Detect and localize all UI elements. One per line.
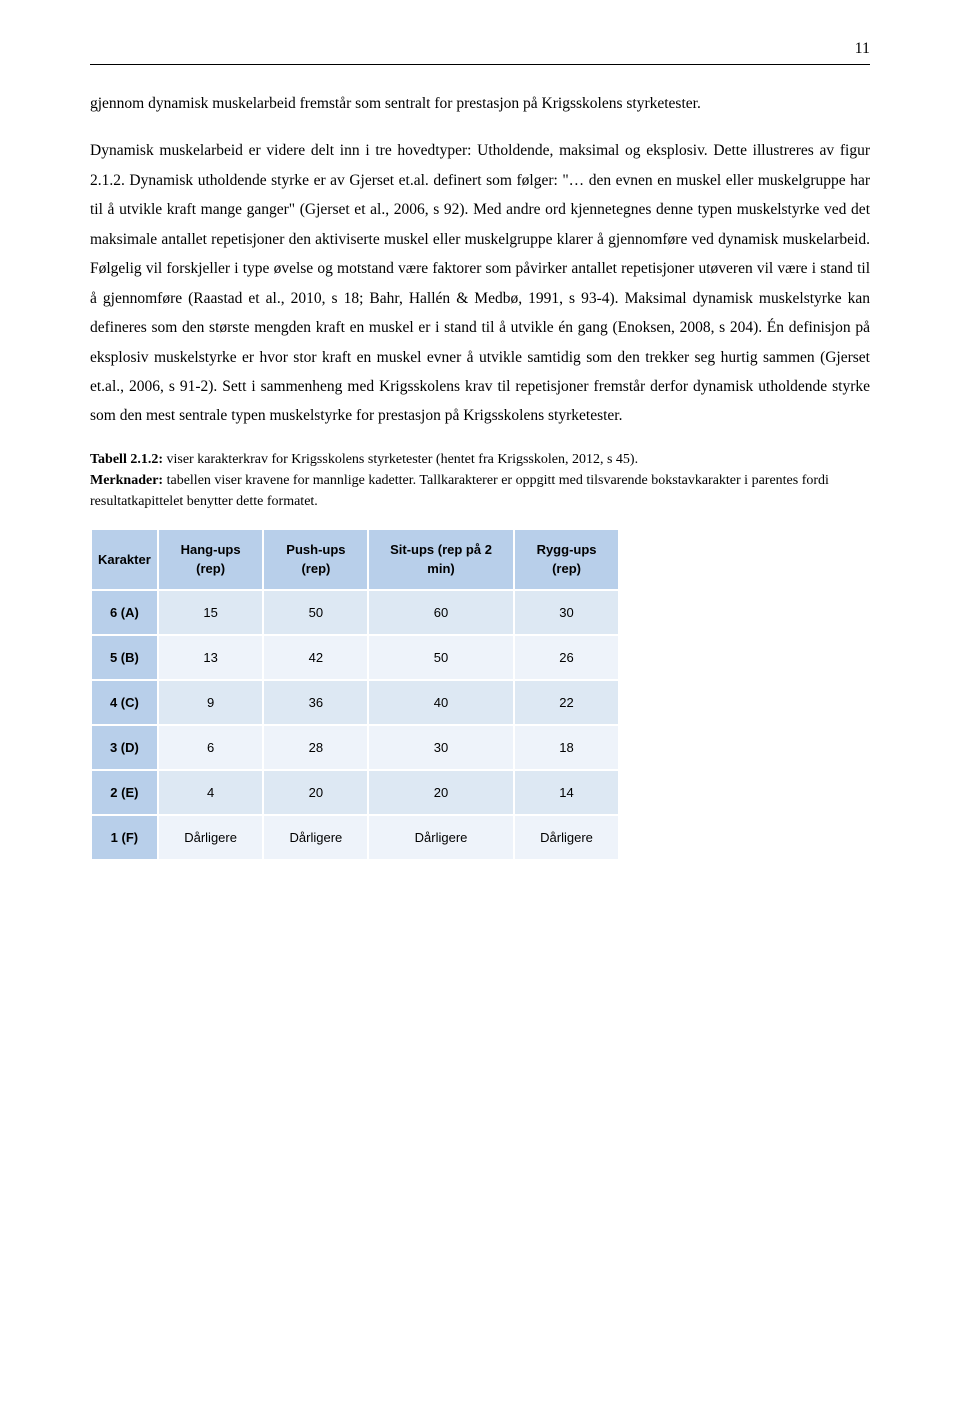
table-header-row: Karakter Hang-ups (rep) Push-ups (rep) S… <box>91 529 619 590</box>
caption-note-rest: tabellen viser kravene for mannlige kade… <box>90 473 829 509</box>
col-header-pushups: Push-ups (rep) <box>263 529 368 590</box>
cell-value: 50 <box>263 590 368 635</box>
cell-value: 30 <box>514 590 620 635</box>
cell-grade: 3 (D) <box>91 725 158 770</box>
cell-value: 6 <box>158 725 264 770</box>
cell-value: Dårligere <box>158 815 264 860</box>
cell-grade: 4 (C) <box>91 680 158 725</box>
requirements-table: Karakter Hang-ups (rep) Push-ups (rep) S… <box>90 528 620 861</box>
cell-value: Dårligere <box>368 815 513 860</box>
caption-title-rest: viser karakterkrav for Krigsskolens styr… <box>163 452 638 467</box>
page-number: 11 <box>90 40 870 58</box>
col-header-hangups: Hang-ups (rep) <box>158 529 264 590</box>
cell-value: 22 <box>514 680 620 725</box>
cell-value: 15 <box>158 590 264 635</box>
cell-value: 40 <box>368 680 513 725</box>
cell-value: 18 <box>514 725 620 770</box>
cell-value: 13 <box>158 635 264 680</box>
cell-value: 9 <box>158 680 264 725</box>
col-header-situps: Sit-ups (rep på 2 min) <box>368 529 513 590</box>
cell-value: 20 <box>368 770 513 815</box>
paragraph-2: Dynamisk muskelarbeid er videre delt inn… <box>90 136 870 430</box>
cell-value: 28 <box>263 725 368 770</box>
paragraph-1: gjennom dynamisk muskelarbeid fremstår s… <box>90 89 870 118</box>
table-row: 3 (D) 6 28 30 18 <box>91 725 619 770</box>
col-header-ryggups: Rygg-ups (rep) <box>514 529 620 590</box>
table-row: 1 (F) Dårligere Dårligere Dårligere Dårl… <box>91 815 619 860</box>
cell-value: Dårligere <box>263 815 368 860</box>
cell-value: 26 <box>514 635 620 680</box>
caption-title-label: Tabell 2.1.2: <box>90 452 163 467</box>
cell-grade: 5 (B) <box>91 635 158 680</box>
cell-value: 30 <box>368 725 513 770</box>
cell-grade: 1 (F) <box>91 815 158 860</box>
cell-value: 4 <box>158 770 264 815</box>
cell-value: 60 <box>368 590 513 635</box>
cell-value: 50 <box>368 635 513 680</box>
cell-value: 14 <box>514 770 620 815</box>
table-row: 5 (B) 13 42 50 26 <box>91 635 619 680</box>
table-row: 2 (E) 4 20 20 14 <box>91 770 619 815</box>
table-caption: Tabell 2.1.2: viser karakterkrav for Kri… <box>90 449 870 512</box>
table-row: 6 (A) 15 50 60 30 <box>91 590 619 635</box>
cell-value: 20 <box>263 770 368 815</box>
cell-value: 42 <box>263 635 368 680</box>
caption-note-label: Merknader: <box>90 473 163 488</box>
cell-grade: 6 (A) <box>91 590 158 635</box>
cell-value: Dårligere <box>514 815 620 860</box>
col-header-karakter: Karakter <box>91 529 158 590</box>
table-row: 4 (C) 9 36 40 22 <box>91 680 619 725</box>
cell-grade: 2 (E) <box>91 770 158 815</box>
header-rule <box>90 64 870 65</box>
cell-value: 36 <box>263 680 368 725</box>
